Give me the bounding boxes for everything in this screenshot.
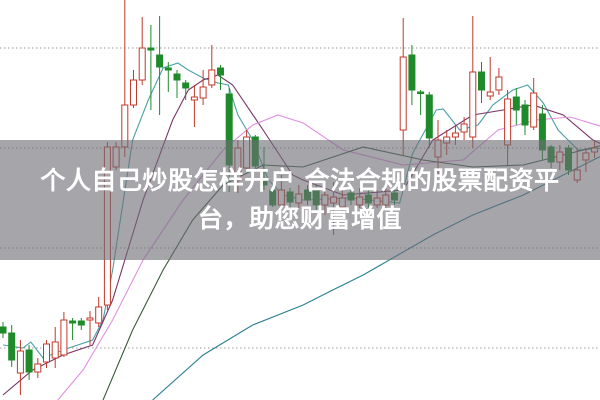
candle	[130, 70, 137, 108]
candle	[0, 322, 7, 338]
candle	[425, 92, 433, 148]
candle	[217, 65, 224, 90]
candle	[95, 297, 103, 327]
candle-body	[86, 317, 94, 321]
candle	[512, 88, 520, 125]
candle	[478, 62, 485, 103]
candle	[86, 311, 94, 345]
candle	[495, 68, 503, 95]
candle-body	[530, 92, 538, 128]
candle-body	[425, 94, 433, 139]
candle-body	[460, 123, 468, 133]
candle-body	[25, 349, 33, 373]
candle	[408, 45, 416, 105]
candle	[25, 345, 33, 380]
moving-average-line	[57, 114, 600, 400]
candle-body	[417, 91, 425, 94]
candle-body	[95, 306, 103, 324]
candle	[190, 85, 198, 127]
candle-body	[486, 91, 494, 97]
article-title: 个人自己炒股怎样开户 合法合规的股票配资平台，助您财富增值	[40, 166, 560, 233]
candle	[399, 18, 407, 155]
candle-body	[130, 79, 137, 106]
candle	[16, 340, 24, 395]
candle-body	[469, 71, 477, 138]
candle-body	[399, 56, 407, 131]
candle-body	[8, 332, 16, 361]
candle-body	[495, 76, 503, 91]
candle-body	[69, 320, 77, 324]
candle-body	[77, 320, 85, 326]
candle-body	[60, 319, 68, 356]
candle-body	[478, 71, 485, 91]
candle-body	[504, 98, 512, 146]
candle-body	[451, 132, 459, 138]
candle-body	[512, 96, 520, 111]
candle-body	[199, 86, 207, 99]
candle	[60, 312, 68, 357]
candle	[51, 327, 59, 368]
candle	[121, 0, 129, 157]
candle	[173, 70, 181, 98]
candle-body	[0, 326, 7, 334]
candle	[43, 340, 50, 368]
candle	[417, 90, 425, 115]
candle	[460, 117, 468, 140]
candle-body	[51, 341, 59, 359]
candle	[486, 57, 494, 100]
candle-body	[147, 47, 155, 51]
candle	[164, 62, 172, 92]
candle-body	[521, 104, 529, 126]
candle	[77, 318, 85, 330]
candle-body	[138, 47, 146, 81]
candle-body	[408, 54, 416, 91]
candle-body	[16, 350, 24, 374]
candle-body	[190, 96, 198, 101]
candle	[469, 16, 477, 148]
candle	[138, 17, 146, 85]
candle-body	[43, 343, 50, 363]
candle-body	[34, 363, 42, 373]
candle	[182, 80, 190, 100]
candle-body	[173, 73, 181, 81]
candle	[34, 358, 42, 378]
candle-body	[217, 67, 224, 76]
candle-body	[182, 82, 190, 89]
candle	[147, 25, 155, 110]
candle	[208, 45, 216, 88]
title-banner: 个人自己炒股怎样开户 合法合规的股票配资平台，助您财富增值	[0, 140, 600, 260]
candle	[521, 100, 529, 135]
candle	[69, 318, 77, 340]
candle-body	[164, 67, 172, 71]
candle	[530, 78, 538, 130]
candle	[8, 325, 16, 367]
candle-body	[208, 69, 216, 86]
candle-body	[156, 54, 164, 68]
candle	[199, 70, 207, 105]
candle	[156, 16, 164, 115]
